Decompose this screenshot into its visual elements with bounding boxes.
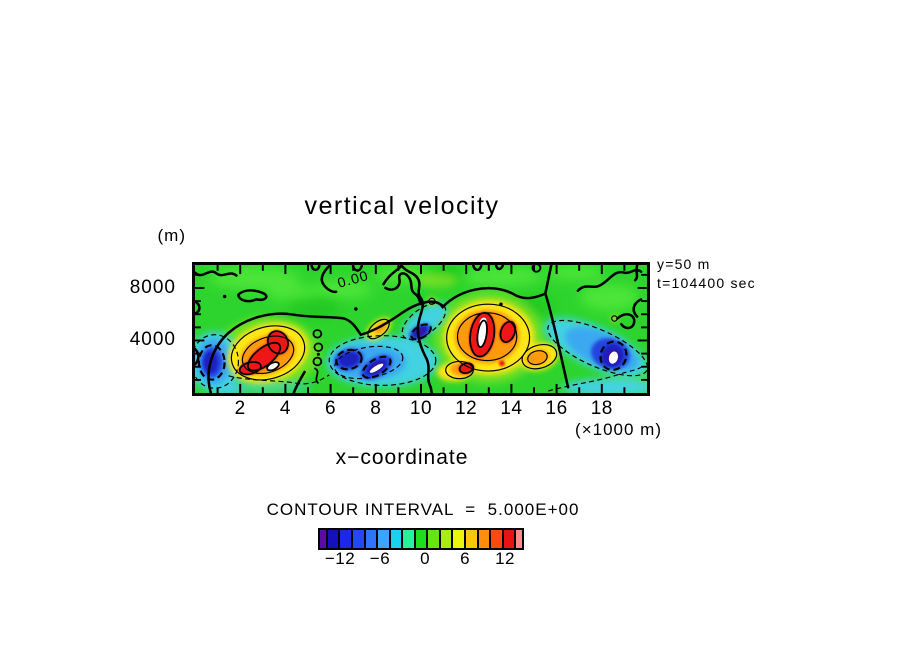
slice-annotation: y=50 m — [657, 256, 711, 272]
x-tick-label: 6 — [325, 398, 337, 419]
contour-interval-text: CONTOUR INTERVAL = 5.000E+00 — [266, 500, 580, 519]
axis-tick-marks — [195, 265, 647, 393]
colorbar-tick-label: 0 — [420, 549, 431, 568]
colorbar-cell — [503, 530, 517, 548]
x-tick-label: 8 — [370, 398, 382, 419]
colorbar-cell — [428, 530, 441, 548]
colorbar-tick-label: −12 — [324, 549, 356, 568]
contour-field: 0.00 — [195, 265, 647, 393]
time-annotation: t=104400 sec — [657, 274, 756, 291]
colorbar-cell — [403, 530, 416, 548]
colorbar — [318, 528, 524, 550]
x-tick-label: 4 — [279, 398, 291, 419]
contour-plot-area: 0.00 — [192, 262, 650, 396]
x-tick-label: 12 — [455, 398, 478, 419]
x-tick-label: 10 — [409, 398, 433, 419]
colorbar-cell — [415, 530, 429, 548]
colorbar-cell — [390, 530, 404, 548]
x-tick-label: 2 — [234, 398, 246, 419]
chart-title: vertical velocity — [304, 192, 500, 220]
slice-time-annotation: y=50 m t=104400 sec — [657, 255, 756, 292]
colorbar-cell — [352, 530, 366, 548]
y-axis-tick-labels: 4000 8000 — [104, 262, 184, 396]
colorbar-cell — [327, 530, 341, 548]
colorbar-cell — [453, 530, 466, 548]
x-tick-label: 14 — [500, 398, 523, 419]
y-tick-label: 4000 — [129, 329, 176, 351]
colorbar-cell — [365, 530, 379, 548]
colorbar-cell — [320, 530, 328, 548]
colorbar-tick-label: 6 — [460, 549, 471, 568]
colorbar-tick-labels: −12 −6 0 6 12 — [0, 549, 904, 573]
colorbar-tick-label: 12 — [495, 549, 516, 568]
contour-plot-canvas: 0.00 — [195, 265, 647, 393]
colorbar-cell — [340, 530, 353, 548]
colorbar-cell — [478, 530, 492, 548]
x-axis-title: x−coordinate — [335, 446, 469, 469]
y-tick-label: 8000 — [129, 276, 176, 298]
x-tick-label: 18 — [590, 398, 613, 419]
y-axis-unit-label: (m) — [157, 226, 186, 245]
x-axis-tick-labels: 2 4 6 8 10 12 14 16 18 — [195, 398, 647, 422]
colorbar-cell — [466, 530, 479, 548]
colorbar-cell — [440, 530, 454, 548]
colorbar-tick-label: −6 — [369, 549, 391, 568]
colorbar-cell — [516, 530, 523, 548]
colorbar-cell — [378, 530, 391, 548]
x-axis-unit-label: (×1000 m) — [575, 420, 662, 439]
x-tick-label: 16 — [545, 398, 568, 419]
colorbar-cell — [491, 530, 504, 548]
